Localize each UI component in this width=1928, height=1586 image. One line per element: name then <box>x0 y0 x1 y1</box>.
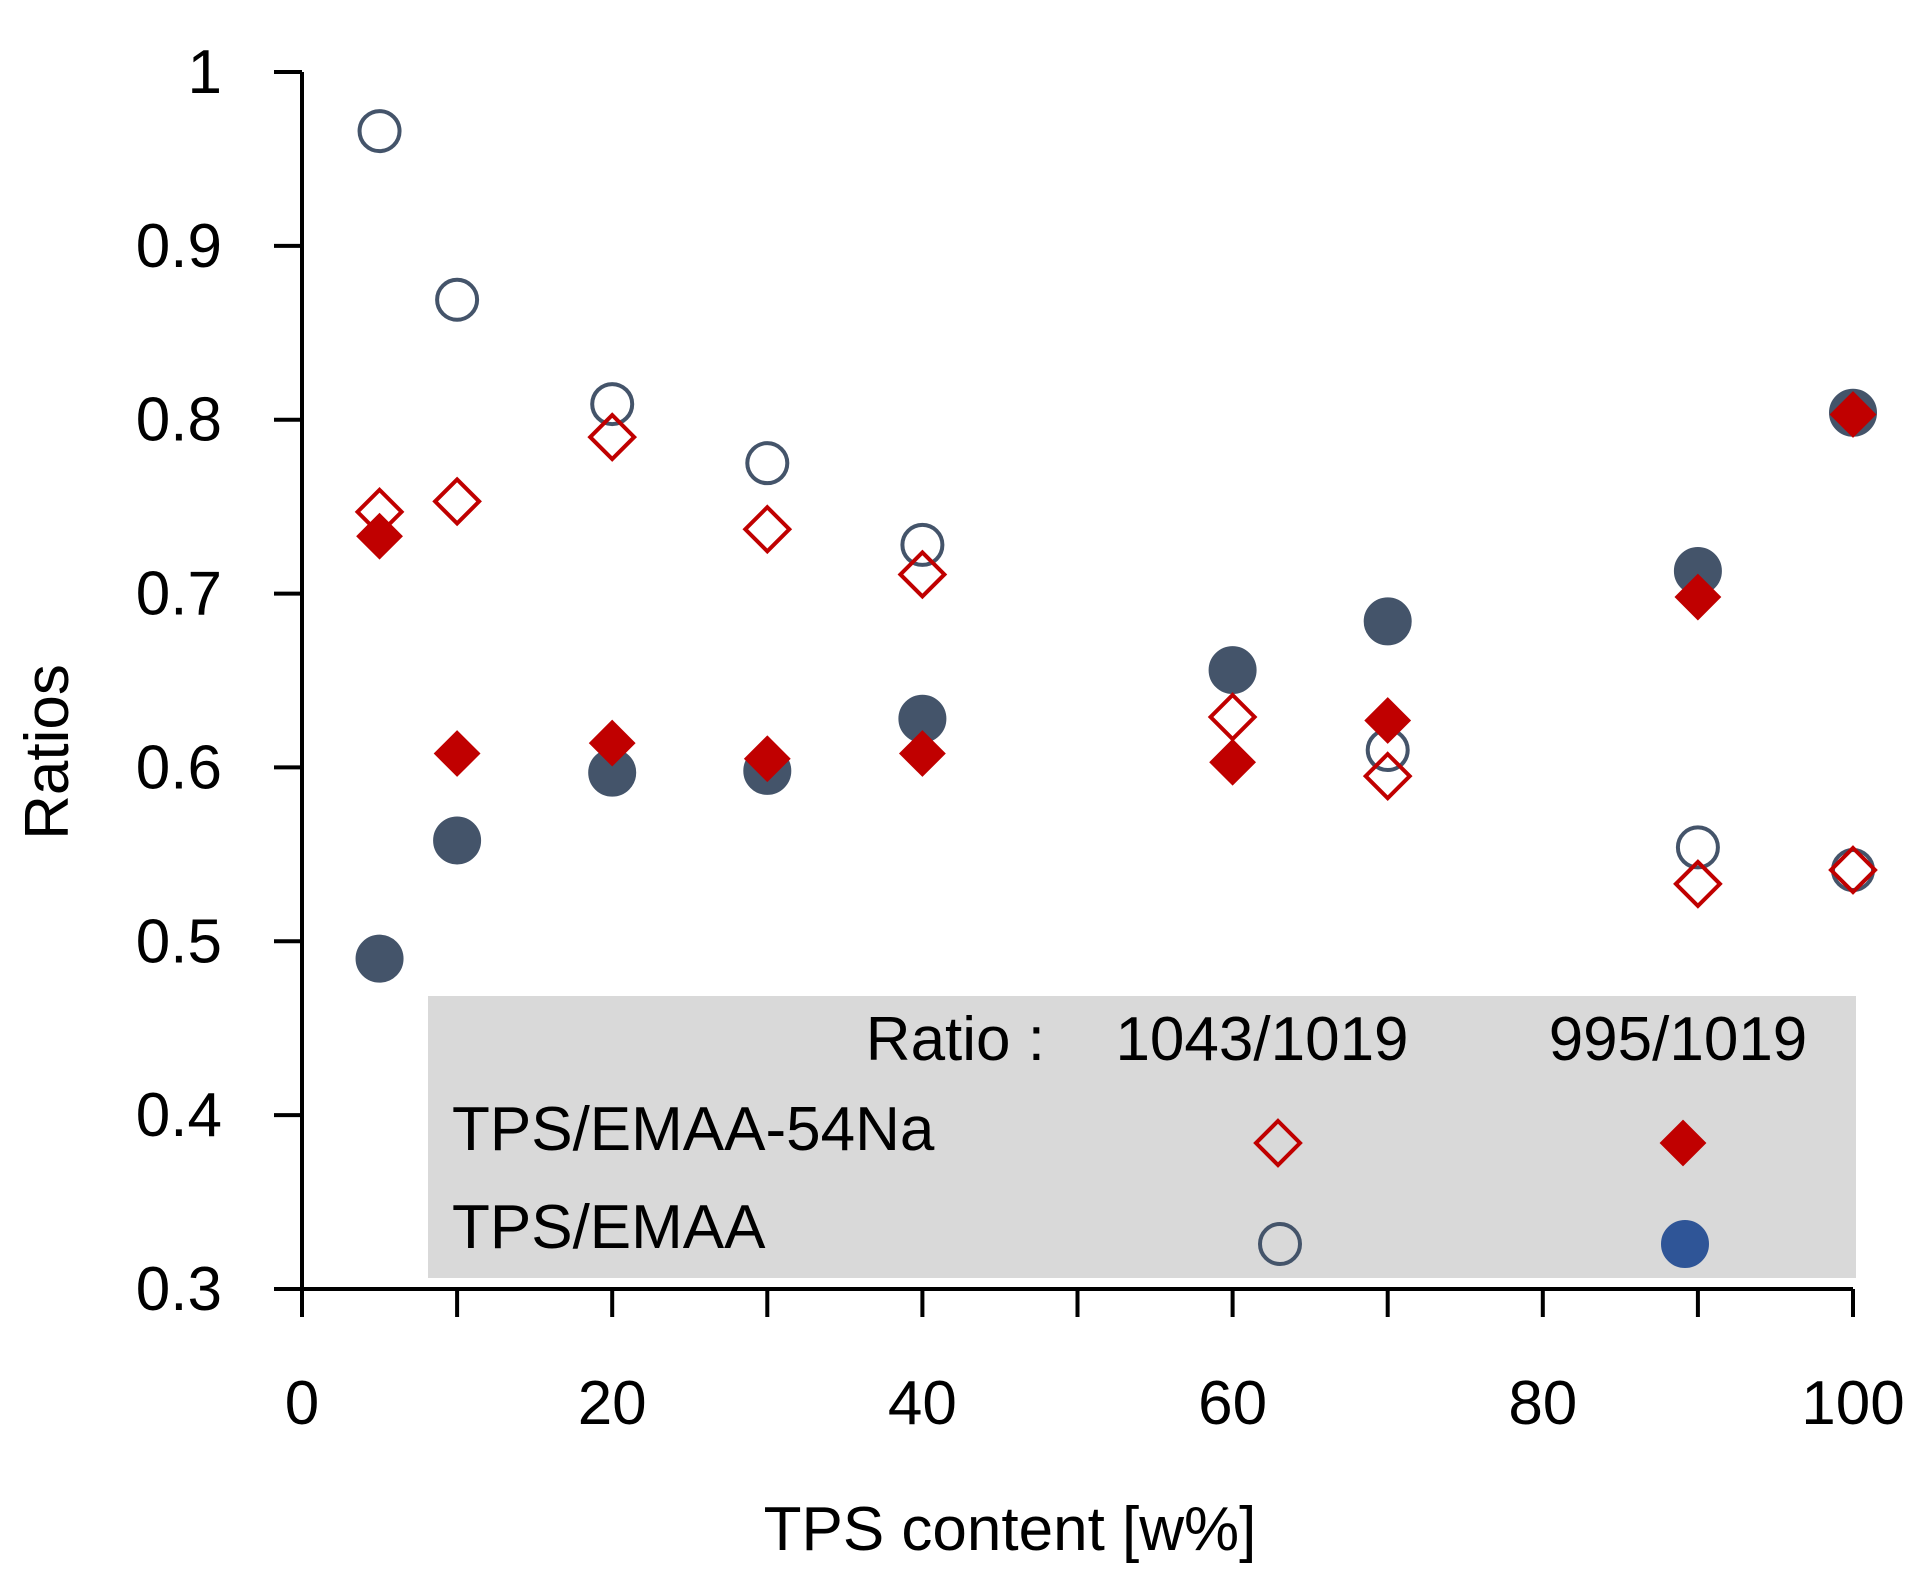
diamond-open-point <box>1828 845 1878 895</box>
diamond-filled-point <box>1674 573 1722 621</box>
legend-marker-emaa54na-1043 <box>1253 1118 1303 1168</box>
legend-col2-label: 995/1019 <box>1549 1005 1808 1074</box>
diamond-open-point <box>1207 692 1258 742</box>
legend-col1-label: 1043/1019 <box>1115 1005 1408 1074</box>
circle-filled-point <box>433 816 482 865</box>
circle-open-point <box>590 382 635 427</box>
diamond-open-point <box>432 476 482 527</box>
y-tick-label: 0.7 <box>136 560 222 629</box>
y-tick-label: 1 <box>188 38 222 107</box>
x-axis-label: TPS content [w%] <box>764 1495 1257 1564</box>
diamond-filled-point <box>898 730 946 777</box>
circle-filled-point <box>355 934 404 983</box>
y-axis: 0.3 0.4 0.5 0.6 0.7 0.8 0.9 1 <box>136 38 304 1324</box>
diamond-filled-point <box>1364 697 1412 744</box>
y-tick-label: 0.6 <box>136 733 222 802</box>
diamond-filled-point <box>588 719 636 767</box>
data-points <box>354 109 1878 983</box>
diamond-filled-point <box>743 735 791 783</box>
legend: Ratio : 1043/1019 995/1019 TPS/EMAA-54Na… <box>428 996 1856 1278</box>
circle-filled-point <box>1208 646 1257 695</box>
legend-marker-emaa54na-995 <box>1659 1119 1707 1167</box>
x-tick-label: 60 <box>1198 1369 1267 1438</box>
circle-filled-point <box>1363 597 1412 646</box>
diamond-open-point <box>1362 751 1413 801</box>
legend-marker-emaa-1043 <box>1258 1222 1302 1266</box>
legend-row-tps-emaa-54na: TPS/EMAA-54Na <box>452 1095 935 1164</box>
y-tick-label: 0.5 <box>136 907 222 976</box>
diamond-open-point <box>742 504 793 555</box>
diamond-filled-point <box>433 730 481 777</box>
y-tick-label: 0.8 <box>136 386 222 455</box>
y-tick-label: 0.3 <box>136 1255 222 1324</box>
circle-open-point <box>745 441 790 486</box>
circle-open-point <box>357 109 402 154</box>
y-axis-label: Ratios <box>13 664 82 840</box>
circle-open-point <box>900 522 945 567</box>
diamond-open-point <box>587 412 638 462</box>
y-tick-label: 0.9 <box>136 212 222 281</box>
circle-open-point <box>1675 825 1720 870</box>
x-tick-label: 20 <box>578 1369 647 1438</box>
y-tick-label: 0.4 <box>136 1081 222 1150</box>
diamond-open-point <box>897 549 948 600</box>
circle-open-point <box>435 277 480 322</box>
legend-header-label: Ratio : <box>866 1005 1045 1074</box>
diamond-filled-point <box>1209 738 1257 786</box>
diamond-filled-point <box>356 512 403 560</box>
legend-marker-emaa-995 <box>1661 1220 1709 1268</box>
x-tick-label: 100 <box>1801 1369 1904 1438</box>
x-tick-label: 0 <box>285 1369 319 1438</box>
x-tick-label: 80 <box>1508 1369 1577 1438</box>
legend-row-tps-emaa: TPS/EMAA <box>452 1193 766 1262</box>
x-tick-label: 40 <box>888 1369 957 1438</box>
x-axis: 0 20 40 60 80 100 <box>285 1287 1905 1438</box>
legend-background <box>428 996 1856 1278</box>
diamond-open-point <box>1673 859 1723 909</box>
diamond-filled-point <box>1829 391 1877 438</box>
